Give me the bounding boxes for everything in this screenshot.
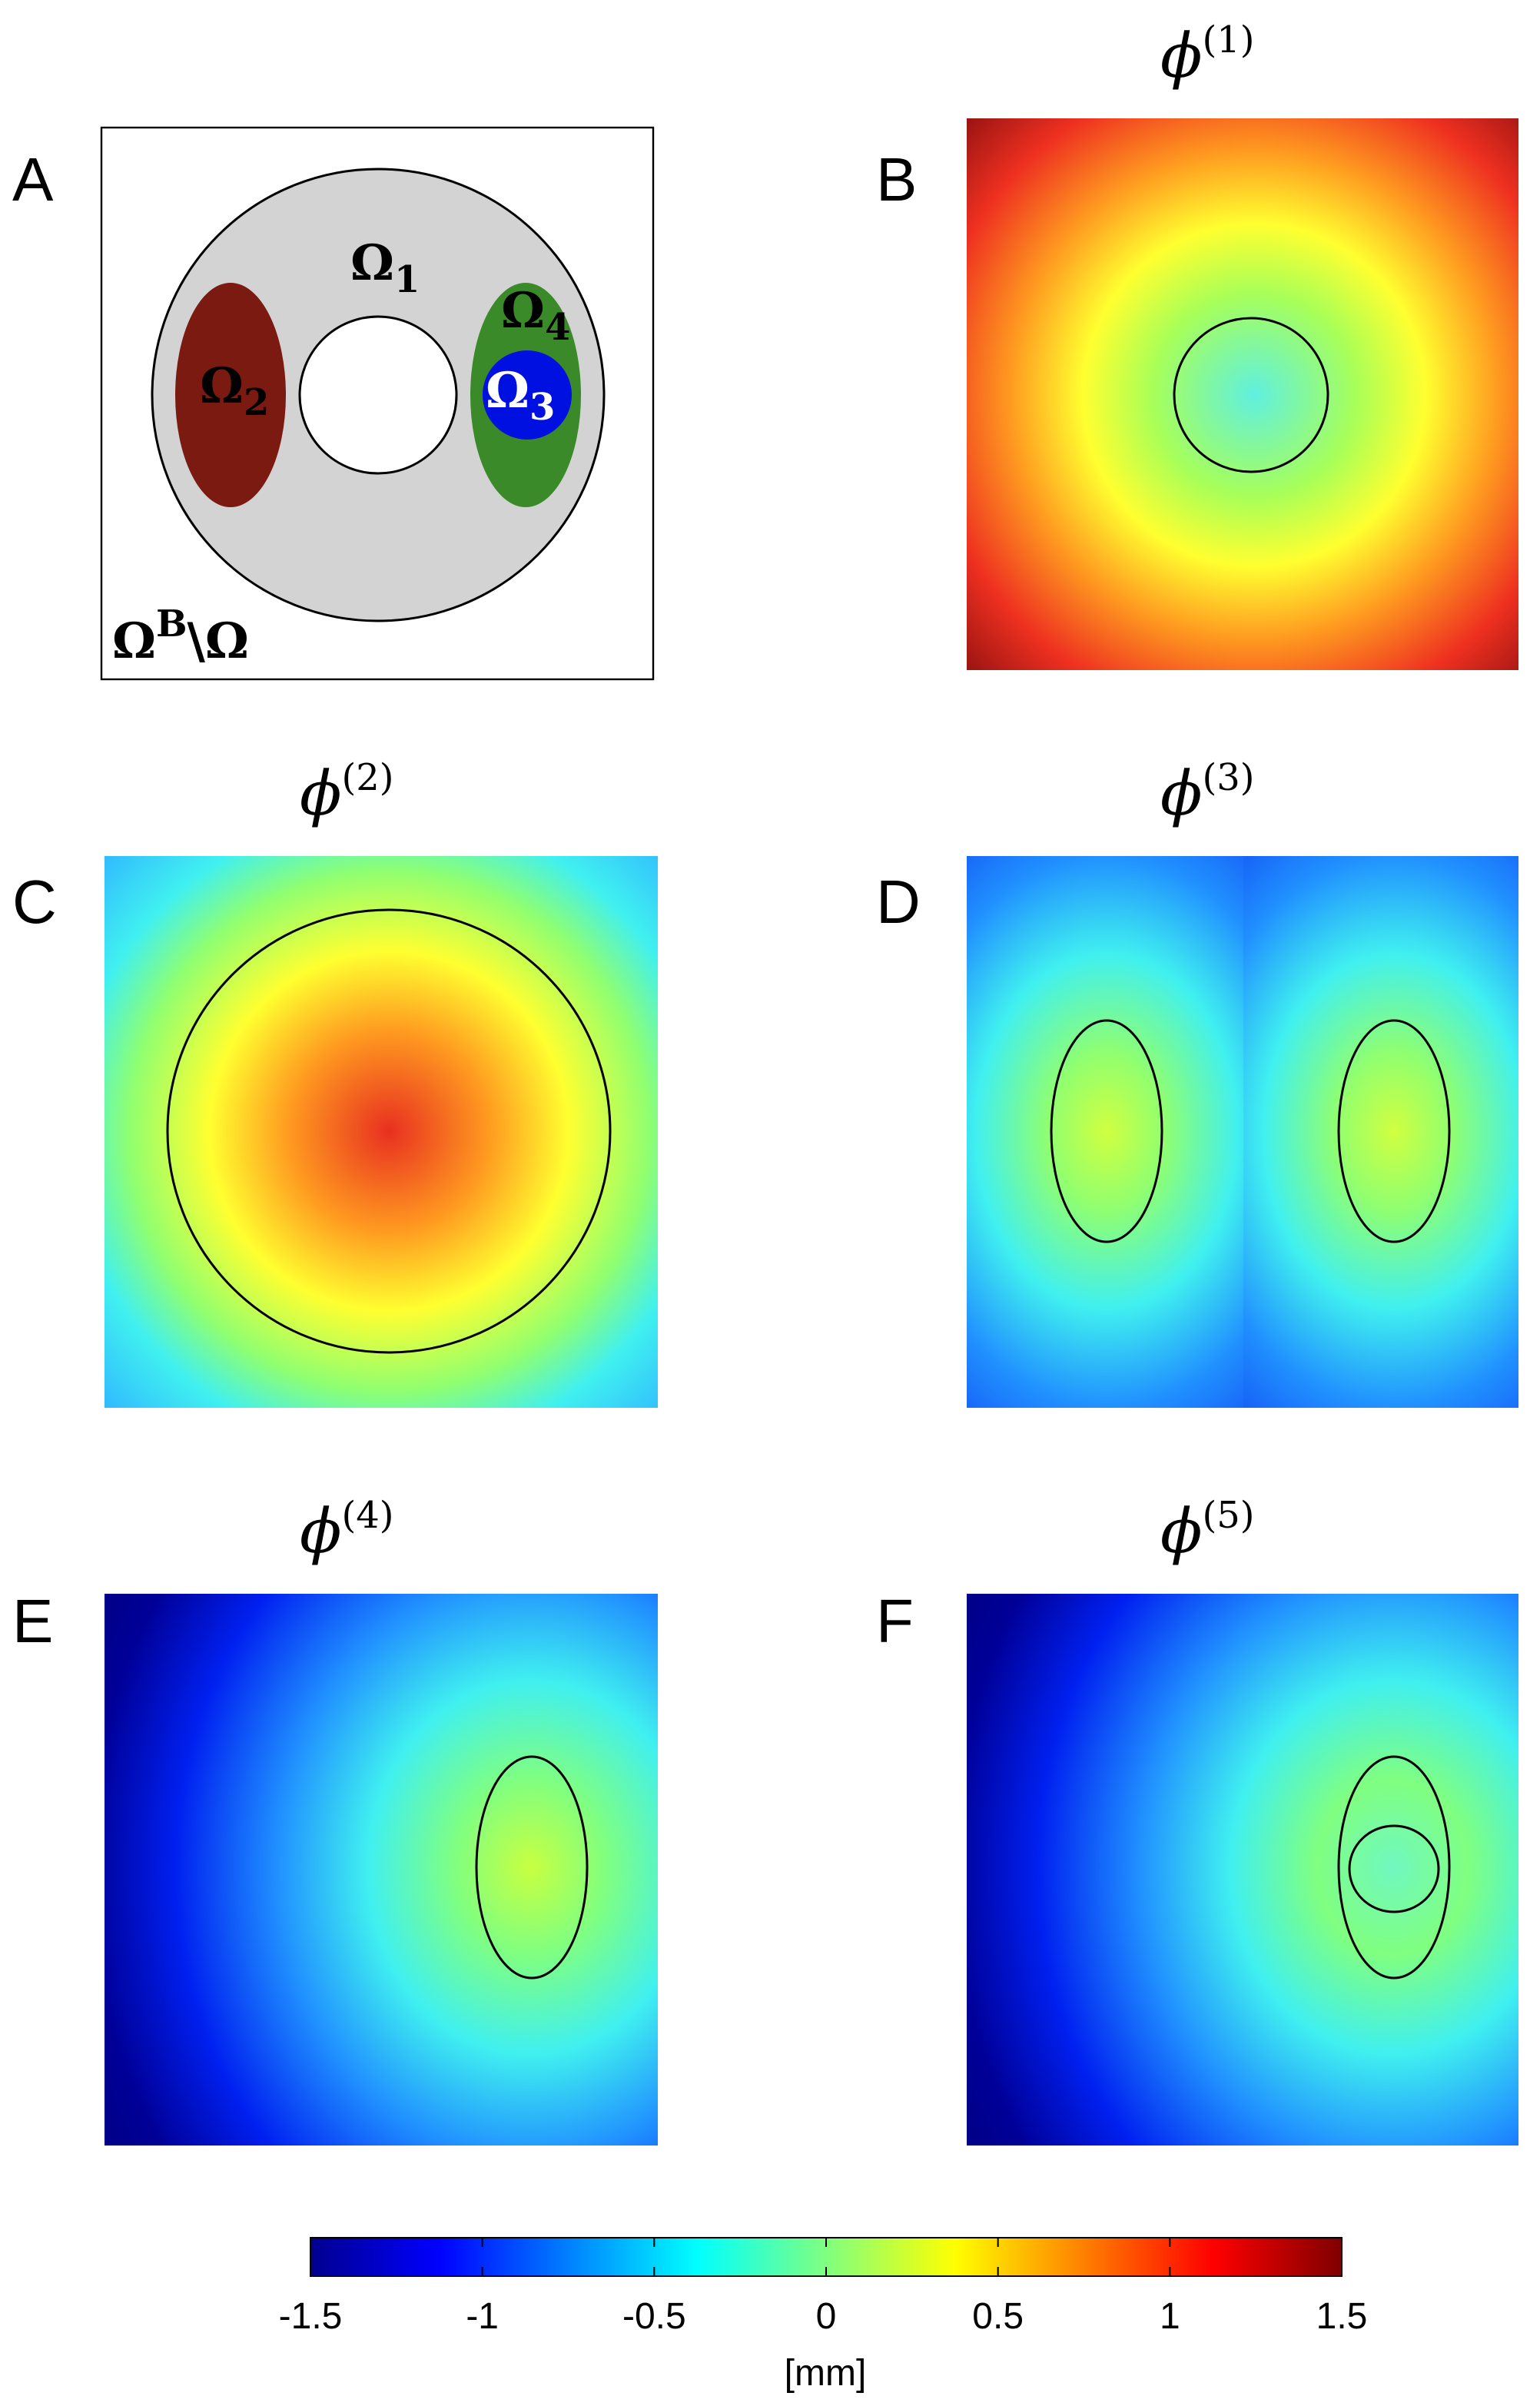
region-label: Ω1: [350, 234, 420, 301]
subscript: 2: [244, 381, 269, 424]
heatmap: [105, 856, 658, 1408]
tick-label: 1.5: [1316, 2296, 1368, 2337]
heatmap: [967, 118, 1518, 670]
tick-label: 0: [816, 2296, 837, 2337]
panel-title: ϕ(2): [300, 756, 394, 829]
domain-sketch: [100, 126, 655, 681]
tick-label: -0.5: [622, 2296, 686, 2337]
panel-title: ϕ(1): [1160, 18, 1255, 91]
symbol: ϕ: [300, 758, 342, 829]
superscript: (4): [342, 1494, 394, 1537]
superscript: (2): [342, 756, 394, 799]
tick-label: -1.5: [279, 2296, 343, 2337]
tick-label: 0.5: [972, 2296, 1024, 2337]
panel-letter: E: [12, 1587, 53, 1655]
heatmap: [967, 1594, 1518, 2145]
symbol: Ω: [501, 282, 545, 340]
panel-letter: C: [12, 868, 57, 936]
heatmap: [967, 856, 1518, 1408]
symbol: Ω: [112, 612, 156, 670]
panel-letter: B: [876, 145, 917, 214]
superscript: B: [156, 602, 188, 645]
panel-letter: A: [12, 145, 54, 214]
subscript: 4: [545, 306, 570, 349]
tick-label: 1: [1160, 2296, 1180, 2337]
heatmap: [105, 1594, 658, 2145]
subscript: 3: [529, 386, 555, 429]
colorbar-label: [mm]: [785, 2353, 867, 2394]
panel-title: ϕ(4): [300, 1494, 394, 1567]
superscript: (5): [1203, 1494, 1255, 1537]
symbol: Ω: [350, 234, 394, 292]
subscript: 1: [394, 258, 420, 301]
symbol: ϕ: [1160, 758, 1203, 829]
rest: \Ω: [188, 612, 249, 670]
symbol: Ω: [200, 357, 244, 415]
region-label: Ω4: [501, 282, 570, 349]
panel-title: ϕ(3): [1160, 756, 1255, 829]
outside-label: ΩB\Ω: [112, 602, 249, 670]
symbol: Ω: [486, 362, 529, 420]
panel-title: ϕ(5): [1160, 1494, 1255, 1567]
symbol: ϕ: [1160, 20, 1203, 91]
panel-letter: F: [876, 1587, 914, 1655]
superscript: (3): [1203, 756, 1255, 799]
symbol: ϕ: [300, 1495, 342, 1567]
region-label: Ω2: [200, 357, 269, 424]
tick-label: -1: [466, 2296, 499, 2337]
panel-letter: D: [876, 868, 921, 936]
symbol: ϕ: [1160, 1495, 1203, 1567]
superscript: (1): [1203, 18, 1255, 61]
region-label: Ω3: [486, 362, 555, 429]
